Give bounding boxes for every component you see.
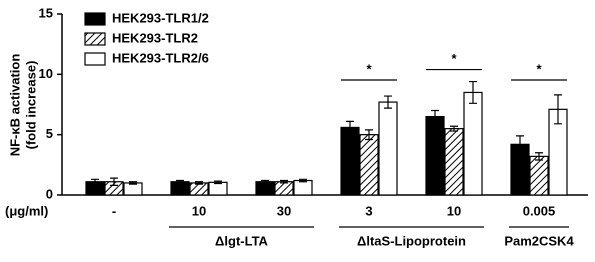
x-axis-title: (μg/ml): [5, 203, 48, 218]
legend-swatch: [84, 12, 106, 26]
error-bar: [450, 125, 458, 132]
y-tick-label: 5: [46, 126, 53, 141]
bar: [274, 181, 294, 196]
bar: [293, 179, 313, 196]
bar: [425, 115, 445, 196]
bar: [189, 182, 209, 196]
x-tick-label: -: [112, 203, 116, 218]
error-bar: [469, 80, 477, 104]
error-bar: [554, 94, 562, 125]
x-tick-label: 10: [447, 203, 461, 218]
bar: [463, 91, 483, 196]
y-tick-label: 0: [46, 186, 53, 201]
y-axis-title: NF-κB activation: [7, 54, 22, 157]
error-bar: [384, 95, 392, 109]
group-label: Δlgt-LTA: [215, 233, 269, 248]
x-tick-label: 30: [277, 203, 291, 218]
legend-label: HEK293-TLR2/6: [112, 50, 209, 65]
error-bar: [176, 179, 184, 184]
bar: [170, 181, 190, 196]
group-label: Pam2CSK4: [504, 233, 574, 248]
bar: [529, 155, 549, 196]
bar: [359, 134, 379, 196]
bar: [255, 181, 275, 196]
x-tick-label: 0.005: [523, 203, 556, 218]
error-bar: [516, 135, 524, 154]
y-tick-label: 10: [39, 66, 53, 81]
bar: [444, 128, 464, 196]
legend-swatch: [84, 52, 106, 66]
x-tick-label: 10: [192, 203, 206, 218]
y-tick-label: 15: [39, 5, 53, 20]
x-tick-label: 3: [365, 203, 372, 218]
group-label: ΔltaS-Lipoprotein: [357, 233, 466, 248]
legend-label: HEK293-TLR1/2: [112, 10, 209, 25]
error-bar: [299, 178, 307, 183]
y-axis-title: (fold increase): [23, 61, 38, 150]
error-bar: [431, 109, 439, 124]
bar: [340, 126, 360, 196]
legend-swatch: [84, 32, 106, 46]
error-bar: [91, 178, 99, 185]
error-bar: [195, 181, 203, 185]
error-bar: [535, 152, 543, 161]
error-bar: [129, 181, 137, 185]
significance-label: *: [536, 61, 542, 76]
error-bar: [261, 179, 269, 184]
significance-label: *: [451, 51, 457, 66]
significance-label: *: [366, 61, 372, 76]
bar: [378, 101, 398, 196]
legend-label: HEK293-TLR2: [112, 30, 198, 45]
error-bar: [214, 180, 222, 185]
error-bar: [280, 179, 288, 184]
bar: [123, 182, 143, 196]
error-bar: [110, 177, 118, 186]
bar: [208, 181, 228, 196]
error-bar: [346, 120, 354, 135]
error-bar: [365, 129, 373, 141]
